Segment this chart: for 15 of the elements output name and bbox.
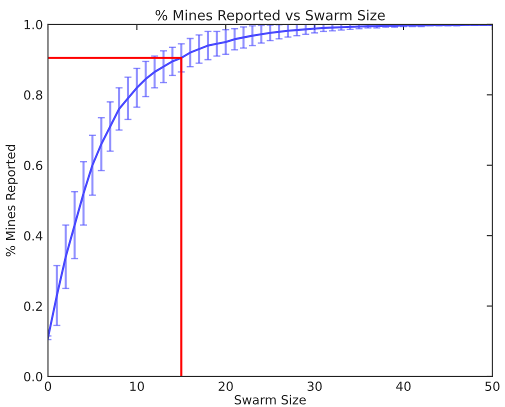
chart-title: % Mines Reported vs Swarm Size	[156, 10, 385, 24]
x-tick-label: 0	[44, 382, 52, 392]
x-axis-title: Swarm Size	[234, 394, 306, 404]
y-tick-label: 0.2	[24, 302, 42, 311]
y-axis-title: % Mines Reported	[6, 144, 18, 256]
y-tick-label: 0.6	[24, 160, 42, 170]
x-tick-label: 20	[218, 382, 233, 392]
y-tick-label: 1.0	[24, 20, 42, 30]
y-tick-label: 0.4	[24, 231, 42, 241]
y-tick-label: 0.8	[24, 90, 42, 100]
x-tick-label: 10	[130, 382, 144, 392]
x-tick-label: 30	[308, 382, 322, 392]
x-tick-label: 40	[396, 382, 411, 392]
x-tick-label: 50	[485, 382, 500, 392]
y-tick-label: 0.0	[24, 372, 42, 382]
